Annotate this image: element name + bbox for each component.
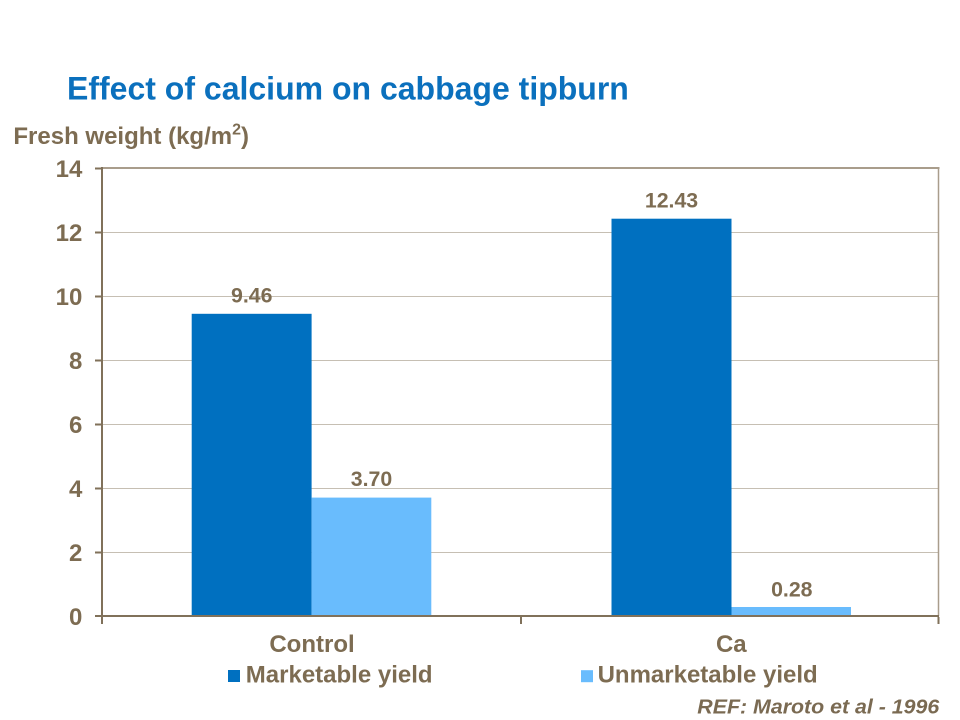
svg-text:2: 2 bbox=[69, 540, 82, 567]
svg-text:0.28: 0.28 bbox=[771, 577, 813, 601]
svg-text:Unmarketable yield: Unmarketable yield bbox=[598, 661, 818, 688]
svg-text:Fresh weight (kg/m2): Fresh weight (kg/m2) bbox=[13, 121, 249, 149]
svg-text:3.70: 3.70 bbox=[351, 467, 392, 491]
svg-text:Effect of calcium on cabbage t: Effect of calcium on cabbage tipburn bbox=[67, 70, 629, 106]
svg-text:4: 4 bbox=[69, 476, 83, 503]
svg-text:0: 0 bbox=[69, 604, 82, 631]
svg-text:9.46: 9.46 bbox=[231, 283, 273, 307]
svg-text:12: 12 bbox=[56, 220, 83, 247]
svg-text:14: 14 bbox=[56, 156, 83, 183]
svg-text:REF: Maroto et al - 1996: REF: Maroto et al - 1996 bbox=[697, 695, 940, 718]
svg-text:Ca: Ca bbox=[716, 631, 747, 658]
svg-text:10: 10 bbox=[56, 284, 83, 311]
svg-text:Marketable yield: Marketable yield bbox=[246, 661, 433, 688]
svg-text:6: 6 bbox=[69, 412, 82, 439]
svg-text:Control: Control bbox=[269, 631, 354, 658]
svg-text:12.43: 12.43 bbox=[645, 189, 698, 213]
svg-text:8: 8 bbox=[69, 348, 82, 375]
